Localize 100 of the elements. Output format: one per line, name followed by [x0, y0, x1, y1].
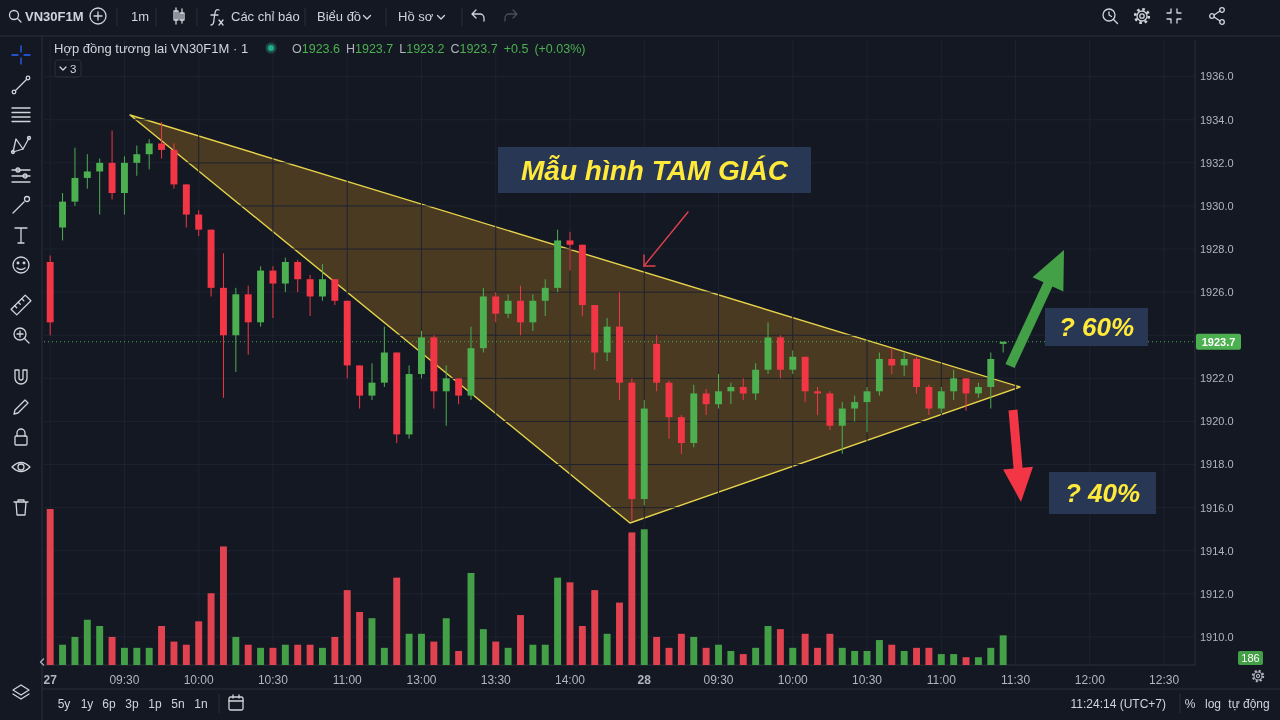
- y-tick-label: 1910.0: [1200, 630, 1234, 643]
- candlestick: [195, 209, 203, 237]
- x-tick-label: 10:30: [852, 673, 883, 688]
- bar: [715, 644, 722, 665]
- y-tick-label: 1918.0: [1200, 458, 1234, 471]
- annotation: Mẫu hình TAM GIÁC: [521, 155, 789, 187]
- candlestick: [492, 291, 500, 323]
- candlestick: [962, 377, 970, 412]
- x-tick-label: 09:30: [109, 673, 140, 688]
- bar: [962, 657, 970, 665]
- text: 186: [1241, 651, 1260, 664]
- bar: [702, 647, 710, 665]
- bar: [739, 654, 747, 665]
- text: O1923.6 H1923.7 L1923.2 C1923.7 +0.5 (+0.03%): [292, 41, 586, 56]
- text: 1n: [194, 696, 208, 711]
- text: 1p: [148, 696, 162, 711]
- candlestick: [269, 265, 277, 319]
- y-tick-label: 1936.0: [1200, 70, 1234, 83]
- text: VN30F1M: [25, 9, 84, 24]
- candlestick: [442, 364, 450, 427]
- candlestick: [83, 153, 91, 190]
- bar: [393, 577, 401, 665]
- x-tick-label: 10:00: [183, 673, 215, 688]
- candlestick: [814, 386, 821, 416]
- candlestick: [739, 377, 747, 401]
- x-tick-label: 27: [43, 673, 58, 688]
- y-tick-label: 1928.0: [1200, 242, 1234, 255]
- text: 6p: [102, 696, 116, 711]
- bar: [71, 636, 79, 665]
- bar: [455, 650, 463, 665]
- bar: [937, 654, 945, 665]
- candlestick: [158, 121, 166, 160]
- candlestick: [950, 369, 958, 401]
- y-tick-label: 1912.0: [1200, 587, 1234, 600]
- annotation: ? 40%: [1064, 478, 1141, 509]
- text: log: [1204, 696, 1222, 711]
- bar: [219, 546, 227, 665]
- candlestick: [888, 347, 896, 375]
- x-tick-label: 11:00: [926, 673, 957, 688]
- bar: [541, 644, 549, 665]
- text: 5y: [57, 696, 71, 711]
- bar: [418, 633, 425, 665]
- bar: [442, 618, 450, 665]
- bar: [900, 650, 908, 665]
- chart-title: Hợp đồng tương lai VN30F1M · 1: [54, 41, 249, 56]
- bar: [232, 636, 240, 665]
- bar: [875, 640, 883, 665]
- bar: [244, 644, 252, 665]
- bar: [405, 633, 413, 665]
- candlestick: [566, 231, 574, 272]
- candlestick: [715, 373, 722, 410]
- bar: [257, 647, 265, 665]
- bar: [690, 636, 698, 665]
- bar: [529, 644, 537, 665]
- bar: [380, 647, 388, 665]
- candlestick: [71, 147, 79, 207]
- candlestick: [838, 401, 846, 455]
- text: Biểu đồ: [317, 9, 362, 24]
- bar: [170, 641, 178, 665]
- text: 3p: [125, 696, 139, 711]
- bar: [517, 615, 524, 665]
- y-tick-label: 1934.0: [1200, 113, 1234, 126]
- candlestick: [504, 293, 512, 319]
- x-tick-label: 13:00: [406, 673, 437, 688]
- bar: [838, 647, 846, 665]
- annotation: ? 60%: [1058, 312, 1135, 343]
- bar: [306, 644, 314, 665]
- x-tick-label: 10:00: [777, 673, 809, 688]
- candlestick: [306, 274, 314, 317]
- bar: [789, 647, 797, 665]
- bar: [96, 626, 104, 665]
- bar: [356, 611, 364, 665]
- bar: [616, 602, 623, 665]
- candlestick: [517, 285, 524, 336]
- y-tick-label: 1914.0: [1200, 544, 1234, 557]
- bar: [504, 647, 512, 665]
- bar: [578, 626, 586, 665]
- bar: [145, 647, 153, 665]
- candlestick: [319, 263, 326, 302]
- y-tick-label: 1920.0: [1200, 415, 1234, 428]
- annotation: 3: [70, 62, 77, 75]
- text: tự động: [1228, 696, 1270, 711]
- bar: [851, 650, 859, 665]
- bar: [294, 644, 302, 665]
- x-tick-label: 12:00: [1074, 673, 1106, 688]
- bar: [640, 529, 648, 665]
- bar: [925, 647, 933, 665]
- bar: [182, 644, 190, 665]
- candlestick: [281, 257, 289, 293]
- bar: [133, 647, 141, 665]
- bar: [430, 641, 438, 665]
- bar: [554, 577, 562, 665]
- bar: [492, 641, 500, 665]
- candlestick: [529, 293, 537, 332]
- bar: [207, 593, 215, 665]
- bar: [331, 636, 339, 665]
- x-tick-label: 11:00: [332, 673, 363, 688]
- candlestick: [900, 352, 908, 377]
- bar: [269, 647, 277, 665]
- candlestick: [541, 278, 549, 317]
